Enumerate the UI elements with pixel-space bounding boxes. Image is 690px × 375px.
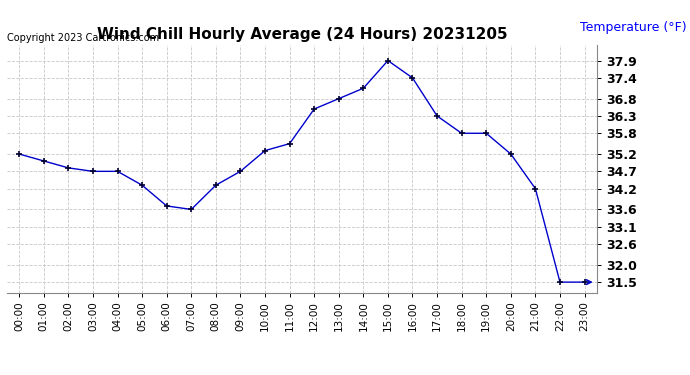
Text: Copyright 2023 Cartronics.com: Copyright 2023 Cartronics.com — [7, 33, 159, 42]
Title: Wind Chill Hourly Average (24 Hours) 20231205: Wind Chill Hourly Average (24 Hours) 202… — [97, 27, 507, 42]
Text: Temperature (°F): Temperature (°F) — [580, 21, 687, 34]
